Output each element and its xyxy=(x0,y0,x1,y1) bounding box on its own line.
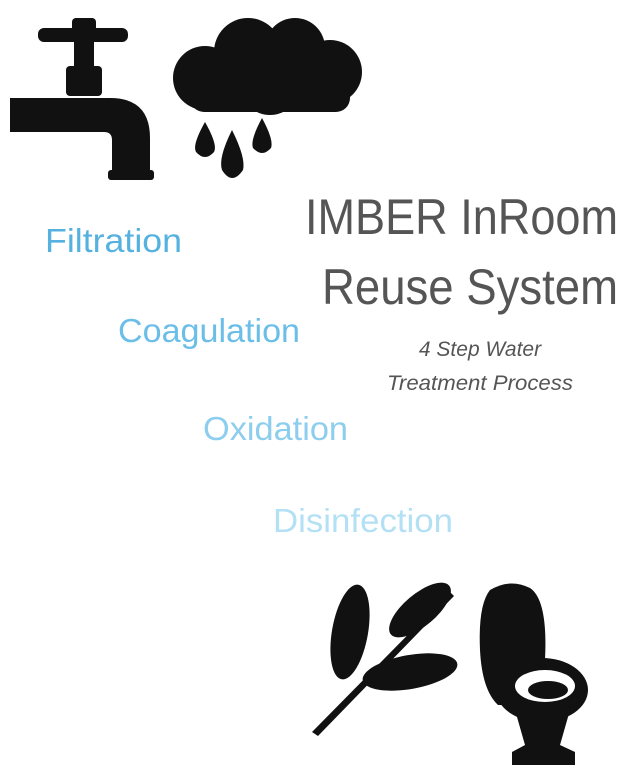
leaf-icon xyxy=(312,582,458,736)
subtitle: Treatment Process xyxy=(387,372,574,395)
faucet-icon xyxy=(10,18,154,180)
step: Disinfection xyxy=(273,502,453,539)
step: Oxidation xyxy=(203,410,348,447)
toilet-icon xyxy=(479,583,588,765)
step: Coagulation xyxy=(118,312,300,349)
title: Reuse System xyxy=(322,259,618,315)
cloud-icon xyxy=(173,18,362,178)
step: Filtration xyxy=(45,222,182,259)
subtitle: 4 Step Water xyxy=(419,338,542,361)
title: IMBER InRoom xyxy=(305,189,618,245)
